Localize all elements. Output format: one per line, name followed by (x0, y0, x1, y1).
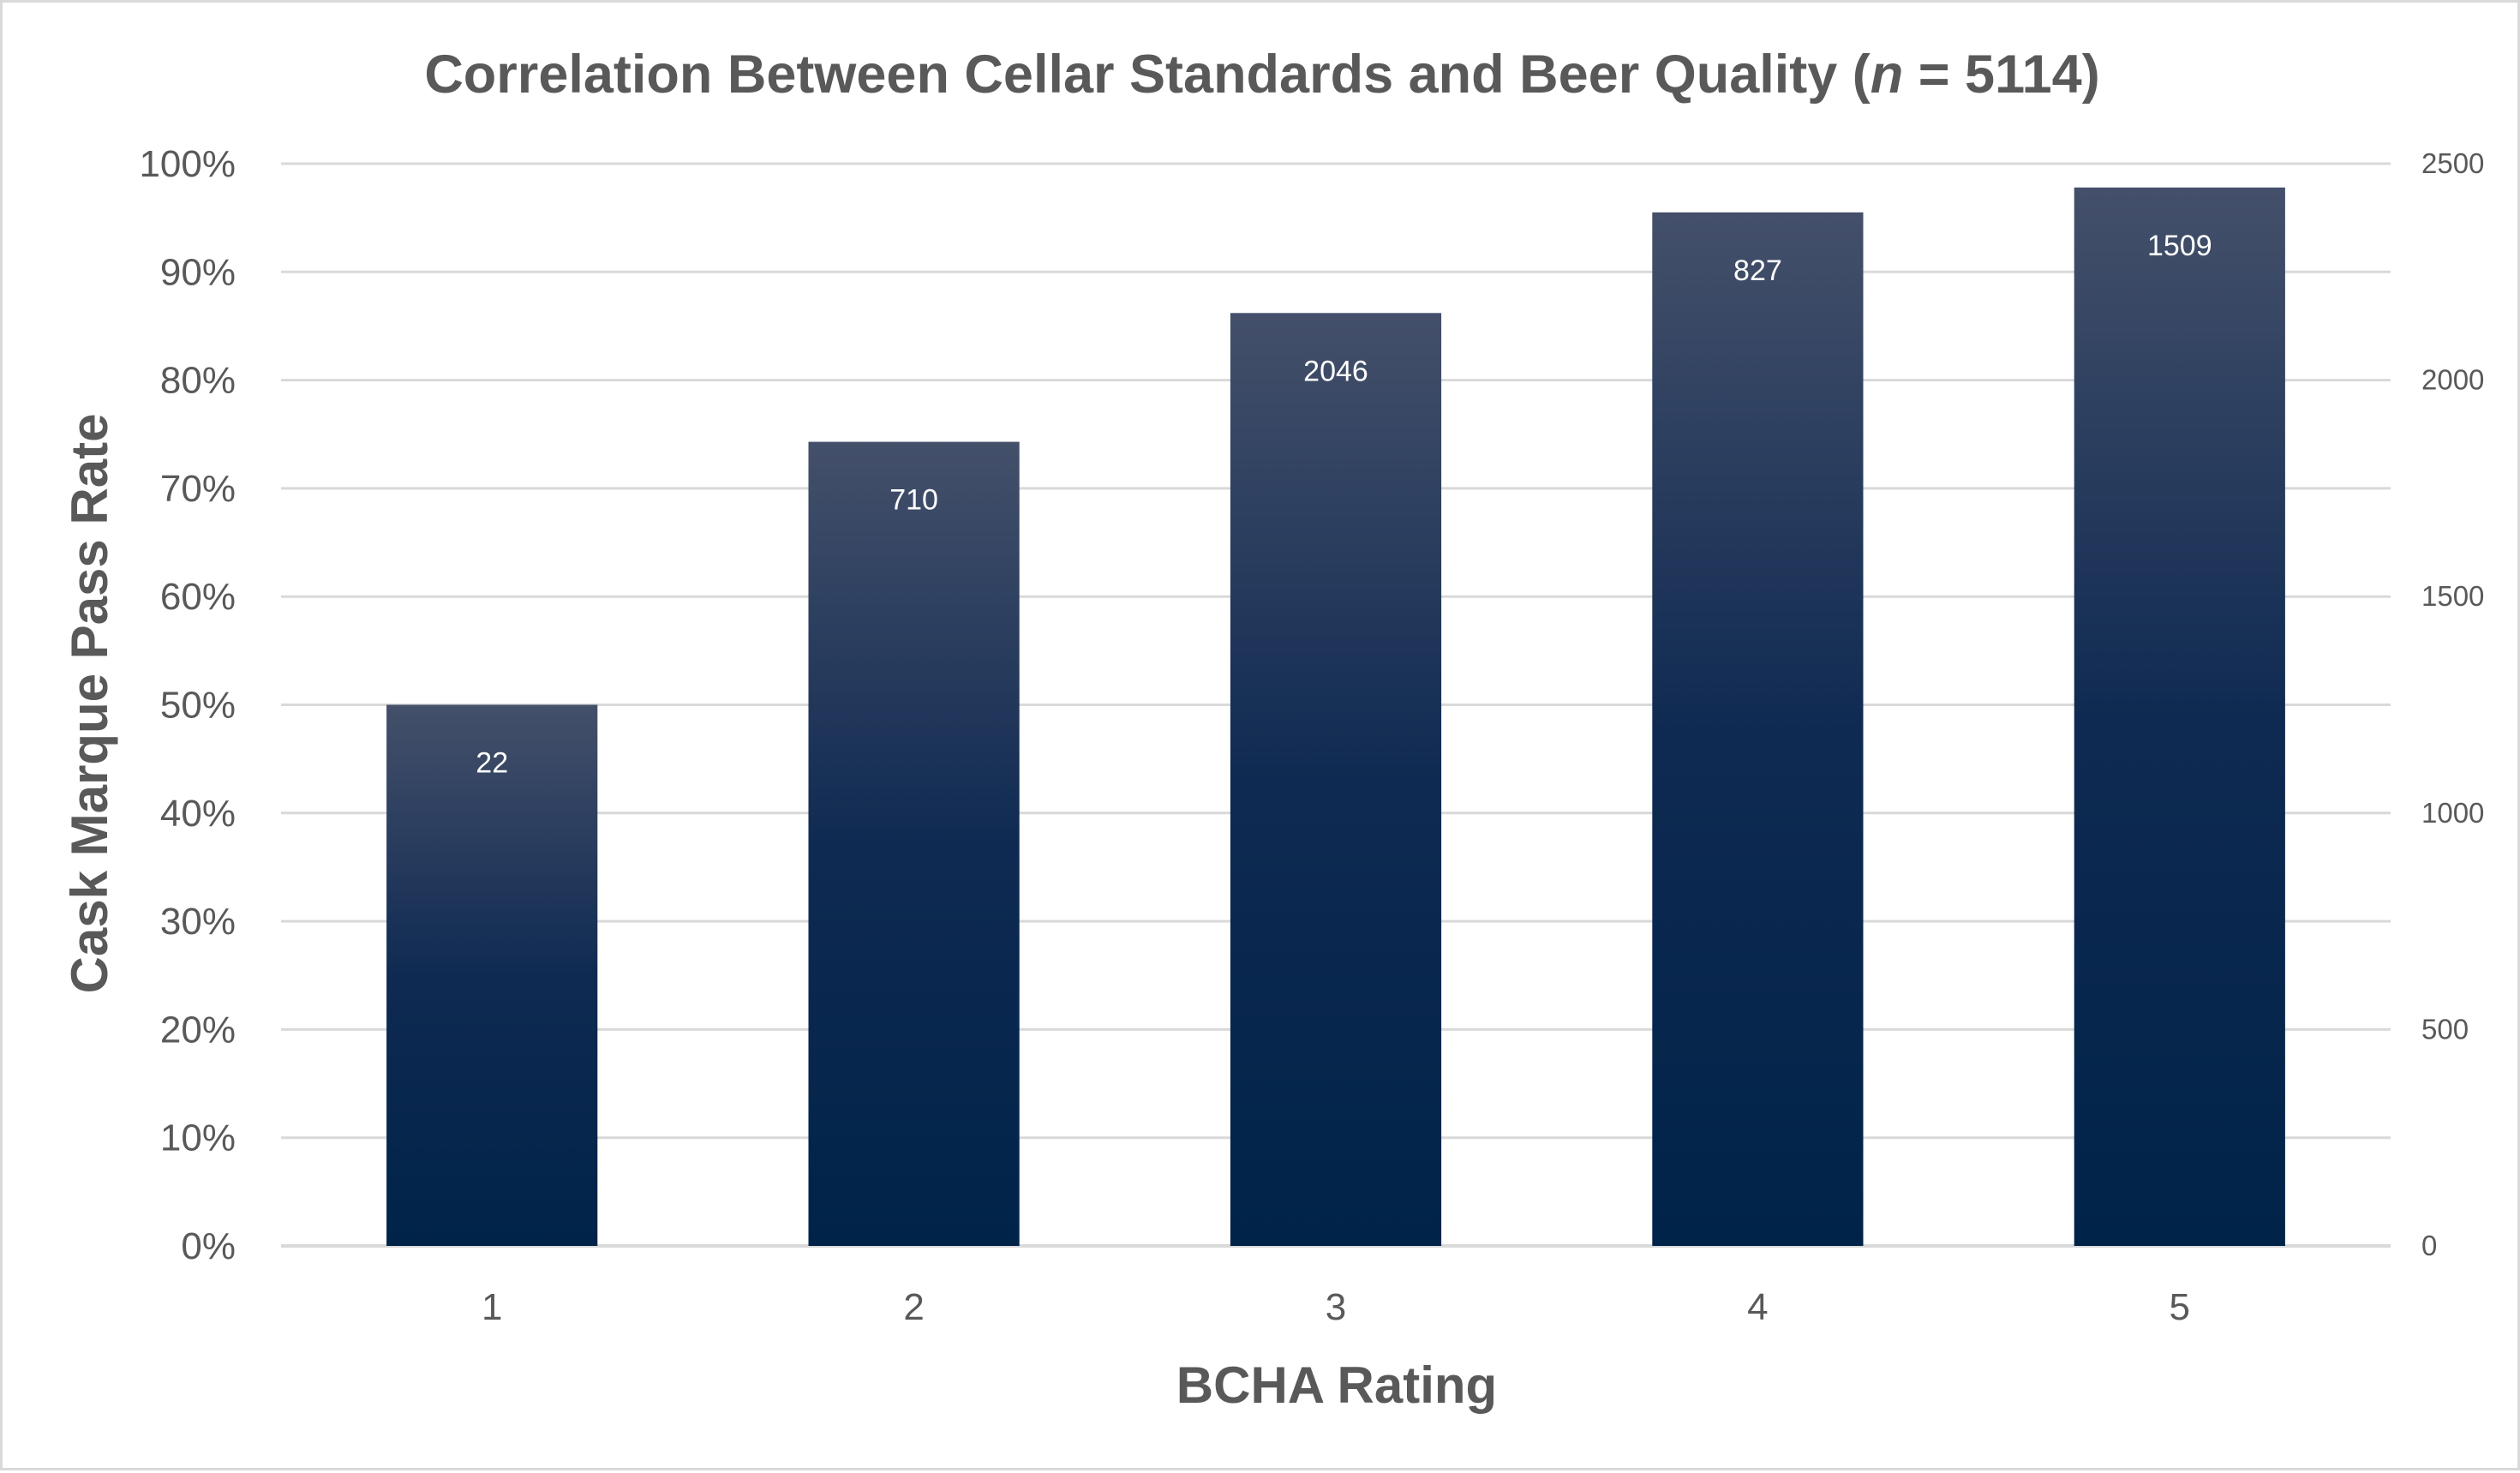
bar (808, 441, 1020, 1246)
bar-data-label: 22 (476, 747, 508, 780)
y-tick-label: 90% (160, 251, 236, 293)
y2-tick-label: 1500 (2421, 580, 2484, 612)
x-axis-title: BCHA Rating (1176, 1356, 1497, 1414)
x-tick-label: 1 (482, 1286, 502, 1328)
y-tick-label: 100% (139, 143, 236, 185)
y-tick-label: 80% (160, 360, 236, 402)
y-tick-label: 40% (160, 793, 236, 835)
y2-tick-label: 2500 (2421, 147, 2484, 179)
y-tick-label: 30% (160, 901, 236, 943)
bar (2074, 187, 2285, 1246)
y-axis-ticks: 0% 10% 20% 30% 40% 50% 60% 70% 80% 90% 100% (139, 143, 236, 1267)
chart-title-main: Correlation Between Cellar Standards and… (424, 45, 1870, 105)
chart-title: Correlation Between Cellar Standards and… (424, 45, 2099, 105)
x-tick-label: 2 (903, 1286, 924, 1328)
x-tick-label: 3 (1326, 1286, 1346, 1328)
y-tick-label: 20% (160, 1009, 236, 1051)
chart-title-italic: n (1871, 45, 1903, 105)
y2-tick-label: 0 (2421, 1230, 2437, 1261)
bar (1652, 212, 1864, 1247)
y2-tick-label: 1000 (2421, 797, 2484, 829)
x-axis-ticks: 1 2 3 4 5 (482, 1286, 2190, 1328)
x-tick-label: 5 (2170, 1286, 2190, 1328)
bar-data-label: 1509 (2147, 230, 2212, 262)
bar (1230, 313, 1442, 1247)
data-labels: 22 710 2046 827 1509 (476, 230, 2212, 780)
y-tick-label: 60% (160, 576, 236, 618)
bar-chart: Correlation Between Cellar Standards and… (61, 45, 2484, 1414)
bar-data-label: 2046 (1303, 355, 1368, 387)
y-tick-label: 0% (181, 1225, 236, 1267)
x-tick-label: 4 (1747, 1286, 1768, 1328)
y2-tick-label: 500 (2421, 1013, 2469, 1045)
y2-tick-label: 2000 (2421, 364, 2484, 396)
bars (386, 187, 2285, 1247)
bar-data-label: 827 (1733, 254, 1782, 287)
y-tick-label: 70% (160, 468, 236, 510)
y-axis-title: Cask Marque Pass Rate (61, 414, 118, 994)
secondary-y-axis-ticks: 0 500 1000 1500 2000 2500 (2421, 147, 2484, 1261)
chart-title-suffix: = 5114) (1903, 45, 2099, 105)
bar (386, 704, 598, 1246)
y-tick-label: 10% (160, 1117, 236, 1159)
bar-data-label: 710 (889, 484, 938, 517)
y-tick-label: 50% (160, 685, 236, 727)
